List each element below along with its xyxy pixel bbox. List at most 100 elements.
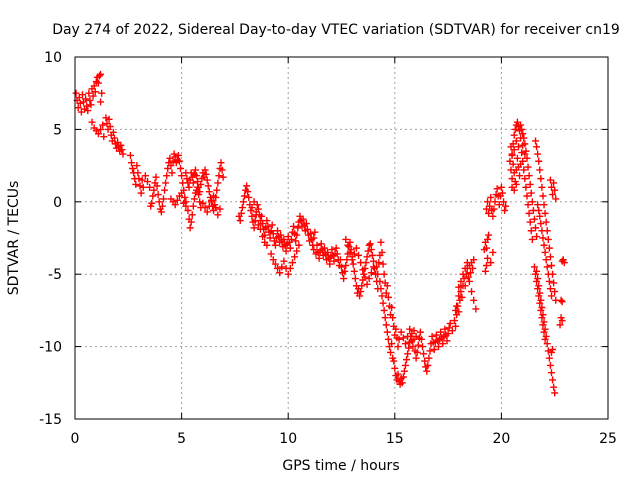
data-point	[487, 193, 495, 201]
data-point	[545, 277, 553, 285]
data-point	[538, 314, 546, 322]
data-point	[455, 283, 463, 291]
data-point	[461, 282, 469, 290]
data-point	[256, 225, 264, 233]
data-point	[410, 327, 418, 335]
data-point	[169, 157, 177, 165]
data-point	[532, 270, 540, 278]
data-point	[522, 183, 530, 191]
data-point	[276, 269, 284, 277]
data-point	[287, 235, 295, 243]
data-point	[404, 332, 412, 340]
data-point	[78, 91, 86, 99]
data-point	[530, 215, 538, 223]
data-point	[437, 328, 445, 336]
data-point	[457, 288, 465, 296]
data-point	[214, 179, 222, 187]
data-point	[521, 150, 529, 158]
data-point	[278, 263, 286, 271]
data-point	[367, 246, 375, 254]
data-point	[455, 292, 463, 300]
data-point	[368, 251, 376, 259]
data-point	[484, 198, 492, 206]
data-point	[87, 101, 95, 109]
data-point	[155, 198, 163, 206]
data-point	[349, 260, 357, 268]
data-point	[266, 234, 274, 242]
x-tick-label: 10	[279, 431, 297, 447]
data-point	[524, 163, 532, 171]
data-point	[544, 270, 552, 278]
data-point	[83, 102, 91, 110]
data-point	[428, 332, 436, 340]
data-point	[528, 198, 536, 206]
data-point	[512, 137, 520, 145]
data-point	[137, 189, 145, 197]
data-point	[290, 222, 298, 230]
data-point	[291, 253, 299, 261]
data-point	[282, 247, 290, 255]
data-point	[350, 267, 358, 275]
data-point	[98, 89, 106, 97]
data-point	[424, 361, 432, 369]
data-point	[366, 240, 374, 248]
data-point	[182, 202, 190, 210]
data-point	[310, 246, 318, 254]
data-point	[455, 308, 463, 316]
data-point	[383, 328, 391, 336]
data-point	[258, 212, 266, 220]
data-point	[528, 235, 536, 243]
data-point	[201, 204, 209, 212]
data-point	[181, 193, 189, 201]
data-point	[537, 306, 545, 314]
data-point	[202, 170, 210, 178]
data-point	[84, 107, 92, 115]
data-point	[518, 149, 526, 157]
data-point	[558, 317, 566, 325]
data-point	[441, 325, 449, 333]
data-point	[72, 89, 80, 97]
data-point	[544, 235, 552, 243]
data-point	[446, 319, 454, 327]
data-point	[542, 256, 550, 264]
data-point	[217, 159, 225, 167]
data-point	[540, 328, 548, 336]
plot-frame	[74, 56, 609, 420]
data-point	[470, 296, 478, 304]
data-point	[367, 269, 375, 277]
data-point	[191, 166, 199, 174]
data-point	[86, 96, 94, 104]
data-point	[167, 162, 175, 170]
data-point	[470, 256, 478, 264]
data-point	[536, 166, 544, 174]
data-point	[540, 201, 548, 209]
data-point	[328, 246, 336, 254]
data-point	[381, 314, 389, 322]
data-point	[539, 234, 547, 242]
data-point	[284, 270, 292, 278]
data-point	[94, 79, 102, 87]
data-point	[245, 193, 253, 201]
data-point	[274, 264, 282, 272]
data-point	[398, 379, 406, 387]
data-point	[409, 343, 417, 351]
data-point	[250, 198, 258, 206]
data-point	[102, 114, 110, 122]
y-tick-label: 10	[44, 50, 62, 66]
data-point	[536, 212, 544, 220]
data-point	[311, 228, 319, 236]
data-point	[199, 199, 207, 207]
x-axis-label: GPS time / hours	[282, 458, 399, 474]
data-point	[533, 277, 541, 285]
data-point	[196, 188, 204, 196]
data-point	[516, 172, 524, 180]
data-point	[430, 345, 438, 353]
data-point	[178, 172, 186, 180]
data-point	[404, 350, 412, 358]
x-tick-label: 25	[599, 431, 617, 447]
data-point	[342, 235, 350, 243]
data-point	[141, 172, 149, 180]
data-point	[299, 215, 307, 223]
data-point	[99, 121, 107, 129]
data-point	[374, 270, 382, 278]
